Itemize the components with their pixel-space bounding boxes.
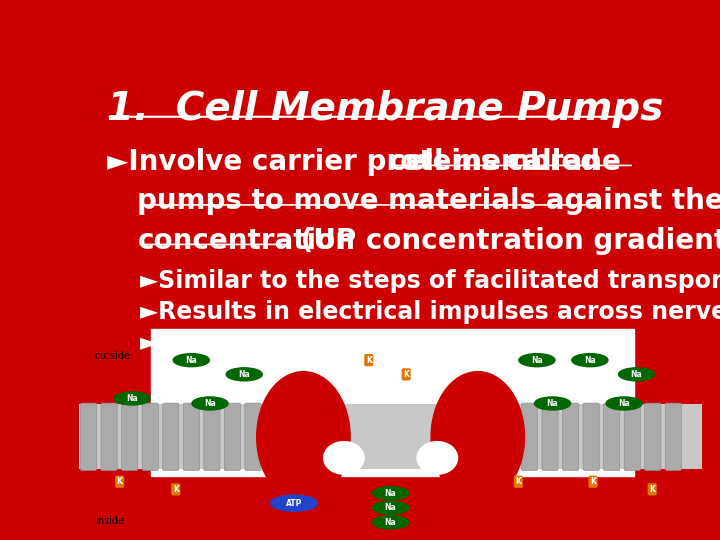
Text: Na: Na xyxy=(546,399,559,408)
Text: outside: outside xyxy=(95,352,131,361)
FancyBboxPatch shape xyxy=(665,403,681,470)
FancyBboxPatch shape xyxy=(163,403,179,470)
Text: K: K xyxy=(516,477,521,486)
Text: ►Involve carrier proteins called: ►Involve carrier proteins called xyxy=(107,148,610,176)
Text: K: K xyxy=(366,356,372,364)
Text: ATP: ATP xyxy=(286,498,302,508)
Text: ►Results in electrical impulses across nerve cells: ►Results in electrical impulses across n… xyxy=(140,300,720,323)
FancyBboxPatch shape xyxy=(521,403,538,470)
Text: K: K xyxy=(117,477,122,486)
Text: ►Similar to the steps of facilitated transport.: ►Similar to the steps of facilitated tra… xyxy=(140,268,720,293)
FancyBboxPatch shape xyxy=(644,403,661,470)
Text: Na: Na xyxy=(186,356,197,364)
Ellipse shape xyxy=(572,354,608,367)
Ellipse shape xyxy=(192,397,228,410)
Ellipse shape xyxy=(431,372,524,502)
FancyBboxPatch shape xyxy=(101,403,117,470)
Ellipse shape xyxy=(226,368,262,381)
FancyBboxPatch shape xyxy=(603,403,620,470)
Ellipse shape xyxy=(114,392,150,405)
Ellipse shape xyxy=(534,397,570,410)
Text: Na: Na xyxy=(618,399,630,408)
Ellipse shape xyxy=(618,368,654,381)
Text: Na: Na xyxy=(384,518,397,527)
Text: inside: inside xyxy=(95,516,124,526)
Text: K: K xyxy=(173,485,179,494)
Bar xyxy=(79,404,702,469)
Text: K: K xyxy=(403,370,409,379)
FancyBboxPatch shape xyxy=(151,329,634,476)
Ellipse shape xyxy=(519,354,555,367)
FancyBboxPatch shape xyxy=(81,403,96,470)
Text: pumps to move materials against the: pumps to move materials against the xyxy=(138,187,720,215)
Ellipse shape xyxy=(174,354,210,367)
FancyBboxPatch shape xyxy=(122,403,138,470)
Ellipse shape xyxy=(606,397,642,410)
Ellipse shape xyxy=(372,487,409,500)
Ellipse shape xyxy=(271,495,318,511)
Ellipse shape xyxy=(372,501,409,514)
Text: K: K xyxy=(649,485,655,494)
Text: Na: Na xyxy=(584,356,595,364)
Text: Na: Na xyxy=(204,399,216,408)
Text: concentration: concentration xyxy=(138,227,356,255)
Ellipse shape xyxy=(324,442,364,474)
FancyBboxPatch shape xyxy=(183,403,199,470)
Text: Na: Na xyxy=(531,356,543,364)
Text: (UP concentration gradient): (UP concentration gradient) xyxy=(291,227,720,255)
Text: cell membrane: cell membrane xyxy=(389,148,621,176)
FancyBboxPatch shape xyxy=(583,403,599,470)
FancyBboxPatch shape xyxy=(142,403,158,470)
Text: Na: Na xyxy=(384,489,397,498)
FancyBboxPatch shape xyxy=(624,403,640,470)
Text: 1.  Cell Membrane Pumps: 1. Cell Membrane Pumps xyxy=(107,90,663,128)
FancyBboxPatch shape xyxy=(225,403,240,470)
FancyBboxPatch shape xyxy=(562,403,579,470)
FancyBboxPatch shape xyxy=(501,403,517,470)
Text: Na: Na xyxy=(126,394,138,403)
Text: ►Ex. Sodium-Potassium Pump: ►Ex. Sodium-Potassium Pump xyxy=(140,331,539,355)
FancyBboxPatch shape xyxy=(204,403,220,470)
FancyBboxPatch shape xyxy=(542,403,558,470)
Ellipse shape xyxy=(257,372,350,502)
Text: K: K xyxy=(590,477,596,486)
Ellipse shape xyxy=(417,442,457,474)
Ellipse shape xyxy=(372,516,409,529)
Text: Na: Na xyxy=(631,370,642,379)
FancyBboxPatch shape xyxy=(245,403,261,470)
Text: Na: Na xyxy=(238,370,250,379)
Text: Na: Na xyxy=(384,503,397,512)
